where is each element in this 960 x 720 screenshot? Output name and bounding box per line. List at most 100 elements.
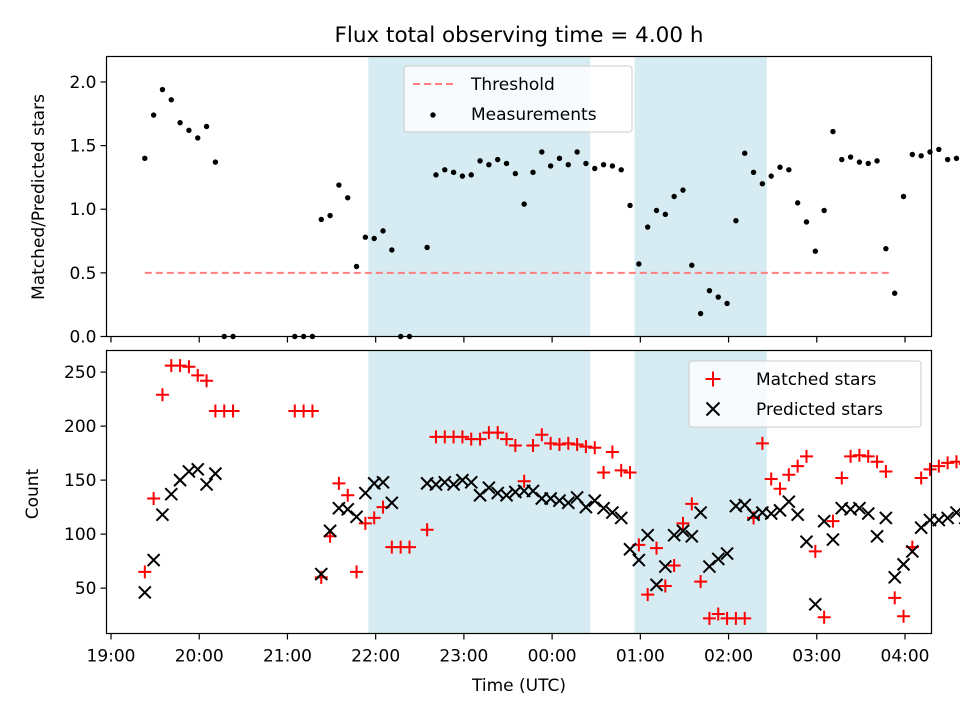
measurement-point — [794, 200, 801, 206]
measurement-point — [892, 290, 898, 296]
predicted-star-point — [896, 557, 911, 572]
predicted-star-point — [614, 511, 628, 525]
matched-star-point — [941, 456, 955, 470]
matched-star-point — [420, 523, 434, 537]
matched-star-point — [200, 374, 214, 388]
matched-star-point — [508, 439, 522, 453]
measurement-point — [503, 160, 510, 167]
measurement-point — [671, 193, 677, 200]
measurement-point — [724, 300, 730, 307]
predicted-star-point — [446, 477, 461, 492]
x-tick-label: 00:00 — [528, 647, 577, 667]
y-tick-label: 200 — [64, 417, 96, 437]
measurement-point — [777, 164, 783, 170]
matched-star-point — [226, 404, 240, 418]
matched-star-point — [597, 466, 611, 480]
matched-star-point — [879, 464, 893, 478]
matched-star-point — [535, 428, 549, 442]
x-tick-label: 03:00 — [792, 647, 841, 667]
predicted-star-point — [191, 462, 205, 477]
matched-star-point — [791, 459, 805, 473]
predicted-star-point — [579, 500, 593, 514]
measurement-point — [865, 160, 871, 167]
measurement-point — [883, 245, 889, 252]
measurement-point — [574, 149, 580, 155]
measurement-point — [856, 159, 863, 165]
predicted-star-point — [138, 585, 152, 600]
matched-star-point — [782, 468, 796, 482]
measurement-point — [442, 167, 448, 173]
y-tick-label: 250 — [64, 363, 96, 383]
measurement-point — [318, 216, 324, 223]
measurement-point — [644, 224, 651, 230]
matched-star-point — [623, 466, 637, 480]
matched-star-point — [817, 610, 831, 624]
measurement-point — [592, 165, 598, 172]
predicted-star-point — [596, 501, 611, 515]
matched-star-point — [473, 432, 487, 446]
measurement-point — [768, 173, 774, 179]
matched-star-point — [305, 404, 319, 418]
x-tick-label: 23:00 — [439, 647, 488, 667]
matched-star-point — [552, 437, 566, 451]
predicted-star-point — [499, 488, 514, 502]
top-legend-box — [403, 65, 633, 133]
measurement-point — [433, 172, 439, 178]
matched-star-point — [367, 511, 381, 525]
matched-star-point — [173, 359, 187, 373]
matched-star-point — [614, 463, 628, 477]
x-tick-label: 19:00 — [87, 647, 136, 667]
measurement-point — [627, 202, 633, 209]
predicted-star-point — [376, 475, 390, 489]
measurement-point — [142, 155, 148, 162]
matched-star-point — [826, 514, 840, 528]
measurement-point — [486, 161, 492, 168]
matched-star-point — [835, 471, 849, 485]
matched-legend-swatch — [705, 371, 721, 387]
measurement-point — [618, 167, 624, 173]
bottom-legend: Matched stars Predicted stars — [688, 360, 922, 428]
measurement-point — [944, 156, 951, 163]
measurement-point — [424, 244, 430, 251]
measurement-point — [556, 155, 563, 162]
matched-star-point — [605, 445, 619, 459]
measurement-point — [742, 150, 748, 156]
predicted-star-point — [685, 529, 699, 543]
predicted-star-point — [640, 528, 655, 542]
measurement-point — [839, 156, 845, 163]
measurement-point — [706, 287, 713, 294]
measurement-point — [653, 207, 660, 214]
measurement-point — [803, 219, 810, 225]
predicted-star-point — [314, 567, 328, 581]
predicted-star-point — [605, 505, 620, 520]
matched-star-point — [861, 449, 875, 463]
matched-star-point — [702, 611, 716, 625]
measurement-point — [468, 172, 474, 178]
predicted-star-point — [632, 553, 646, 567]
threshold-legend-label: Threshold — [470, 75, 555, 95]
predicted-star-point — [764, 506, 778, 521]
measurement-point — [636, 261, 642, 267]
predicted-star-point — [208, 466, 223, 481]
matched-star-point — [764, 472, 778, 486]
top-y-axis-label: Matched/Predicted stars — [29, 94, 49, 300]
measurement-point — [389, 247, 395, 253]
shaded-interval — [634, 56, 767, 337]
bottom-y-axis-label: Count — [23, 468, 43, 519]
y-tick-label: 0.5 — [69, 264, 96, 284]
measurement-point — [733, 217, 739, 224]
matched-star-point — [738, 611, 752, 625]
predicted-legend-label: Predicted stars — [756, 400, 883, 420]
matched-star-point — [888, 591, 902, 605]
matched-star-point — [191, 368, 205, 382]
measurement-point — [953, 155, 960, 162]
measurement-point — [203, 123, 210, 130]
matched-star-point — [852, 448, 866, 462]
matched-star-point — [685, 497, 699, 511]
top-panel: 0.0 0.5 1.0 1.5 2.0 Threshold Measurements — [69, 55, 960, 348]
measurements-legend-label: Measurements — [471, 105, 597, 125]
bottom-panel: 50 100 150 200 250 19:00 20:00 21:00 22:00 23:00… — [64, 349, 960, 667]
x-tick-label: 02:00 — [704, 647, 753, 667]
measurement-point — [450, 169, 457, 176]
x-tick-label: 21:00 — [263, 647, 312, 667]
